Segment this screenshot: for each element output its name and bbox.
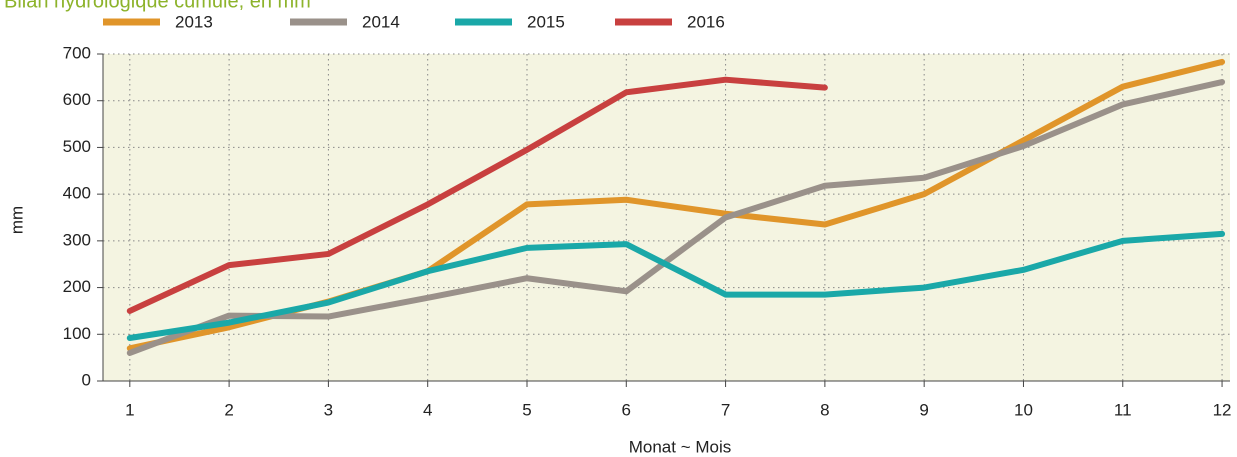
y-tick-label: 200: [63, 277, 91, 296]
legend-label: 2013: [175, 12, 213, 31]
x-tick-label: 7: [721, 400, 730, 419]
y-tick-label: 500: [63, 137, 91, 156]
x-tick-label: 1: [125, 400, 134, 419]
x-tick-label: 8: [820, 400, 829, 419]
plot-area: [103, 54, 1230, 381]
x-tick-label: 6: [622, 400, 631, 419]
legend-label: 2014: [362, 12, 400, 31]
x-tick-label: 4: [423, 400, 432, 419]
chart-title: Bilan hydrologique cumulé, en mm: [4, 0, 311, 12]
line-series: [126, 230, 1226, 342]
x-tick-label: 10: [1014, 400, 1033, 419]
x-tick-label: 3: [324, 400, 333, 419]
y-tick-label: 600: [63, 90, 91, 109]
x-tick-label: 9: [919, 400, 928, 419]
x-axis-label: Monat ~ Mois: [629, 437, 732, 456]
x-tick-label: 11: [1114, 400, 1132, 419]
line-series: [126, 79, 1226, 356]
y-tick-label: 0: [82, 370, 91, 389]
y-tick-label: 700: [63, 43, 91, 62]
x-tick-label: 2: [224, 400, 233, 419]
line-series: [126, 76, 828, 314]
y-tick-label: 100: [63, 324, 91, 343]
x-tick-label: 5: [522, 400, 531, 419]
legend-label: 2016: [687, 12, 725, 31]
legend-label: 2015: [527, 12, 565, 31]
y-axis-label: mm: [7, 206, 26, 234]
y-tick-label: 300: [63, 230, 91, 249]
x-tick-label: 12: [1213, 400, 1232, 419]
y-tick-label: 400: [63, 184, 91, 203]
